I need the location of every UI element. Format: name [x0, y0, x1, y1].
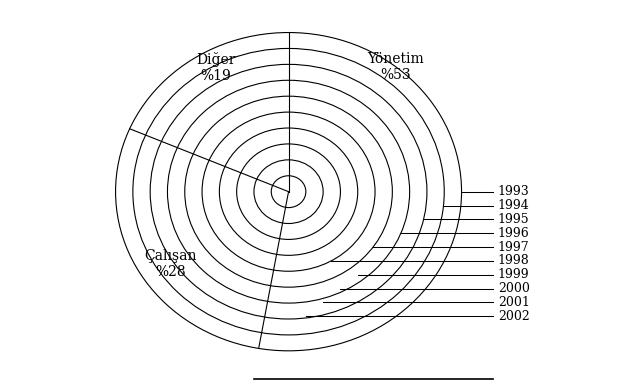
Text: 2002: 2002: [498, 310, 530, 323]
Text: 1993: 1993: [498, 185, 530, 198]
Text: Yönetim
%53: Yönetim %53: [367, 52, 424, 82]
Text: Çalışan
%28: Çalışan %28: [145, 249, 197, 279]
Text: 1996: 1996: [498, 227, 530, 240]
Text: 1998: 1998: [498, 254, 530, 267]
Text: 1999: 1999: [498, 268, 530, 281]
Text: 2001: 2001: [498, 296, 530, 309]
Text: Diğer
%19: Diğer %19: [196, 51, 236, 83]
Text: 2000: 2000: [498, 282, 530, 295]
Text: 1997: 1997: [498, 241, 530, 254]
Text: 1995: 1995: [498, 213, 530, 226]
Text: 1994: 1994: [498, 199, 530, 212]
